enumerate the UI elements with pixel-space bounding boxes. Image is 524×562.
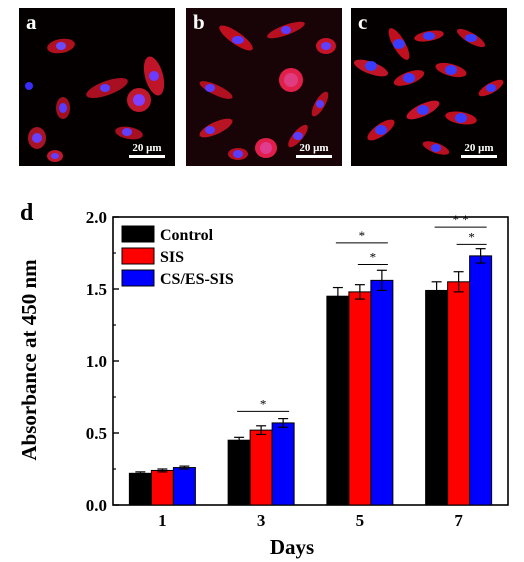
legend-swatch xyxy=(121,225,155,243)
legend-swatch xyxy=(121,247,155,265)
scale-bar-b: 20 μm xyxy=(296,142,332,158)
x-tick-label: 7 xyxy=(454,511,463,530)
bar-sis xyxy=(249,429,273,506)
significance-marker: * xyxy=(359,228,366,243)
bar-cs-es-sis xyxy=(172,467,196,506)
scale-bar-line xyxy=(296,155,332,158)
panel-letter-c: c xyxy=(358,10,368,34)
scale-bar-a: 20 μm xyxy=(129,142,165,158)
bar-cs-es-sis xyxy=(370,279,394,506)
micrograph-panel-c: c 20 μm xyxy=(351,8,507,166)
y-tick-label: 1.5 xyxy=(86,280,107,299)
x-axis-title: Days xyxy=(270,535,314,559)
y-tick-label: 2.0 xyxy=(86,208,107,227)
scale-bar-label: 20 μm xyxy=(464,142,494,154)
scale-bar-line xyxy=(129,155,165,158)
panel-letter-d: d xyxy=(20,200,34,226)
scale-bar-line xyxy=(461,155,497,158)
scale-bar-label: 20 μm xyxy=(299,142,329,154)
x-tick-label: 5 xyxy=(356,511,365,530)
plot-area: 0.0 0.5 1.0 1.5 2.0 1 3 5 7 * * * * * * Control SIS CS/E… xyxy=(86,208,509,530)
bar-control xyxy=(326,295,350,506)
micrograph-panel-b: b 20 μm xyxy=(186,8,342,166)
legend-label: CS/ES-SIS xyxy=(160,271,234,288)
panel-letter-a: a xyxy=(26,10,37,34)
x-tick-label: 3 xyxy=(257,511,266,530)
micrograph-c-image xyxy=(353,28,504,155)
bar-cs-es-sis xyxy=(469,255,493,506)
bar-control xyxy=(227,439,251,506)
y-tick-label: 0.0 xyxy=(86,496,107,515)
significance-marker: * xyxy=(260,396,267,411)
micrograph-a-image xyxy=(25,38,165,162)
significance-marker: * xyxy=(370,250,377,265)
scale-bar-c: 20 μm xyxy=(461,142,497,158)
bar-sis xyxy=(447,281,471,506)
bar-control xyxy=(128,472,152,506)
significance-marker: * * xyxy=(453,212,469,227)
legend-swatch xyxy=(121,269,155,287)
y-axis-title: Absorbance at 450 nm xyxy=(17,259,41,461)
absorbance-bar-chart: d Absorbance at 450 nm Days 0.0 0.5 1.0 1.5… xyxy=(17,200,509,559)
cell-cluster xyxy=(353,28,504,155)
scale-bar-label: 20 μm xyxy=(132,142,162,154)
y-tick-label: 1.0 xyxy=(86,352,107,371)
significance-marker: * xyxy=(468,229,475,244)
x-tick-label: 1 xyxy=(158,511,167,530)
micrograph-b-image xyxy=(199,21,336,160)
legend-label: SIS xyxy=(160,249,184,266)
panel-letter-b: b xyxy=(193,10,205,34)
bar-sis xyxy=(150,469,174,506)
micrograph-panel-a: a 20 μm xyxy=(19,8,175,166)
bar-cs-es-sis xyxy=(271,422,295,506)
legend-label: Control xyxy=(160,227,214,244)
bar-control xyxy=(425,289,449,506)
cell-cluster xyxy=(199,21,336,160)
bar-sis xyxy=(348,291,372,506)
y-tick-label: 0.5 xyxy=(86,424,107,443)
cell-cluster xyxy=(25,38,165,162)
